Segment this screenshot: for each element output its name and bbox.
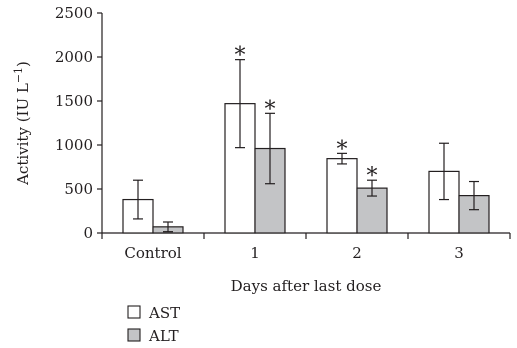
x-tick-label-0: Control bbox=[124, 244, 181, 262]
x-tick-label-1: 1 bbox=[250, 244, 260, 262]
y-tick-label-2500: 2500 bbox=[55, 4, 93, 22]
y-tick-label-1000: 1000 bbox=[55, 136, 93, 154]
significance-star-alt-2: * bbox=[367, 164, 378, 189]
y-tick-label-500: 500 bbox=[64, 180, 93, 198]
y-axis-title-superscript: −1 bbox=[12, 67, 25, 83]
bar-ast-2 bbox=[326, 158, 358, 234]
legend-swatch-alt bbox=[127, 328, 141, 342]
y-axis-title: Activity (IU L−1) bbox=[12, 61, 32, 186]
legend-swatch-ast bbox=[127, 305, 141, 319]
x-tick-label-2: 2 bbox=[352, 244, 362, 262]
bars-group bbox=[122, 59, 490, 234]
y-tick-label-0: 0 bbox=[83, 224, 93, 242]
legend-label-ast: AST bbox=[148, 304, 180, 322]
x-axis-title: Days after last dose bbox=[231, 277, 382, 295]
labels-group: 0 500 1000 1500 2000 2500 Control * * 1 * * 2 3 Days a… bbox=[12, 4, 464, 295]
x-tick-label-3: 3 bbox=[454, 244, 464, 262]
legend-label-alt: ALT bbox=[148, 327, 179, 345]
y-axis-title-main: Activity (IU L bbox=[14, 83, 32, 186]
y-tick-label-1500: 1500 bbox=[55, 92, 93, 110]
significance-star-ast-2: * bbox=[337, 137, 348, 162]
y-axis-title-close: ) bbox=[14, 61, 32, 67]
legend: AST ALT bbox=[127, 304, 180, 345]
significance-star-alt-1: * bbox=[265, 97, 276, 122]
y-tick-label-2000: 2000 bbox=[55, 48, 93, 66]
significance-star-ast-1: * bbox=[235, 44, 246, 69]
